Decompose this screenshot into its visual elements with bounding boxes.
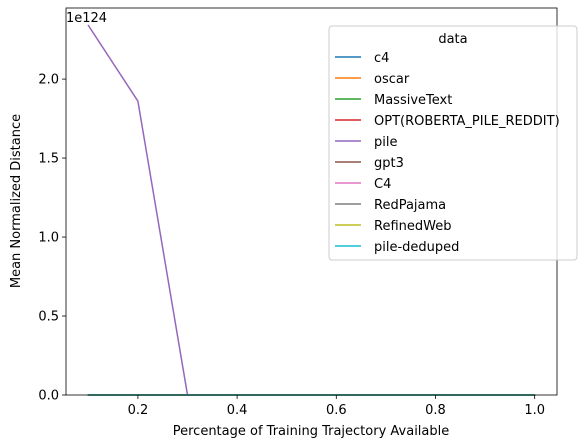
- y-tick-label: 1.5: [38, 152, 59, 167]
- legend-entry: pile: [374, 135, 397, 150]
- legend-entry: OPT(ROBERTA_PILE_REDDIT): [374, 114, 560, 129]
- x-tick-label: 0.8: [425, 403, 446, 418]
- x-tick-label: 0.6: [326, 403, 347, 418]
- legend-box: [328, 25, 578, 261]
- x-tick-label: 0.2: [128, 403, 149, 418]
- legend-entry: pile-deduped: [374, 240, 459, 255]
- y-tick-label: 2.0: [38, 73, 59, 88]
- y-tick-label: 0.5: [38, 310, 59, 325]
- legend-entry: RefinedWeb: [374, 219, 451, 234]
- legend-entry: oscar: [374, 72, 410, 87]
- legend-items: c4 oscar MassiveText OPT(ROBERTA_PILE_REDDI…: [335, 51, 560, 255]
- x-axis: 0.2 0.4 0.6 0.8 1.0: [128, 395, 545, 418]
- legend-entry: c4: [374, 51, 389, 66]
- legend-entry: C4: [374, 177, 391, 192]
- legend-entry: RedPajama: [374, 198, 446, 213]
- y-tick-label: 0.0: [38, 389, 59, 404]
- x-axis-label: Percentage of Training Trajectory Availa…: [173, 424, 450, 439]
- legend-entry: MassiveText: [374, 93, 452, 108]
- legend-title: data: [438, 32, 467, 47]
- y-offset-text: 1e124: [66, 11, 107, 26]
- y-tick-label: 1.0: [38, 231, 59, 246]
- x-tick-label: 1.0: [524, 403, 545, 418]
- legend-entry: gpt3: [374, 156, 404, 171]
- x-tick-label: 0.4: [227, 403, 248, 418]
- legend: data c4 oscar MassiveText OPT(ROBERTA_PILE_…: [328, 25, 578, 261]
- y-axis-label: Mean Normalized Distance: [9, 114, 24, 288]
- y-axis: 0.0 0.5 1.0 1.5 2.0: [38, 73, 66, 404]
